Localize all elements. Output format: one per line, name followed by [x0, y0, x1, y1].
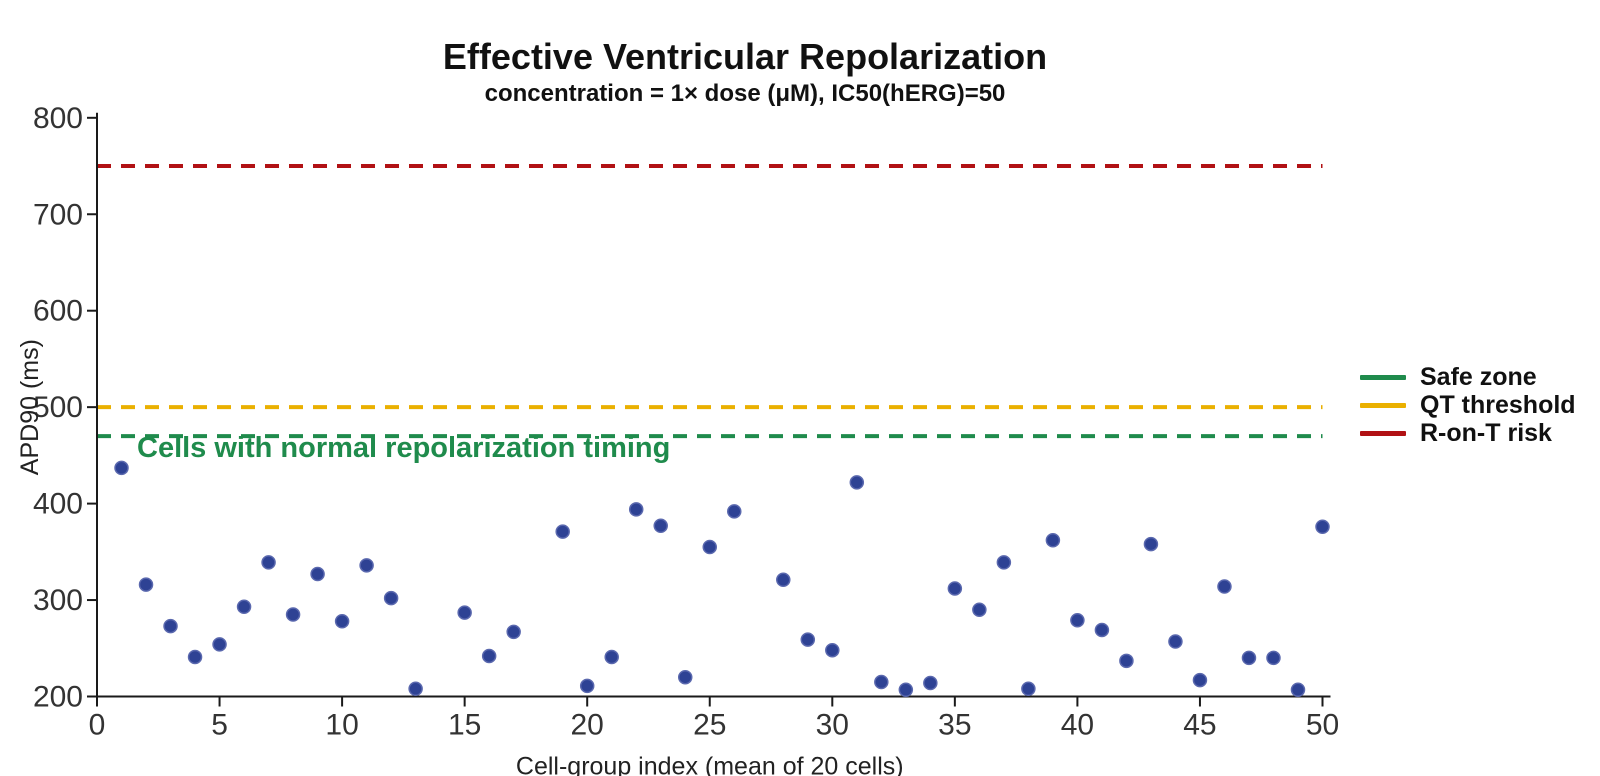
- y-tick-label: 400: [33, 488, 83, 521]
- data-point: [972, 602, 987, 617]
- y-tick-label: 200: [33, 681, 83, 714]
- legend-label-qt-threshold: QT threshold: [1420, 390, 1576, 419]
- x-axis-label: Cell-group index (mean of 20 cells): [516, 753, 904, 776]
- x-tick-label: 0: [89, 709, 106, 742]
- data-point: [579, 678, 595, 694]
- data-point: [677, 669, 693, 685]
- x-tick-label: 30: [816, 709, 849, 742]
- data-point: [285, 607, 301, 622]
- x-tick-label: 20: [571, 709, 604, 742]
- data-point: [1217, 579, 1232, 594]
- safe-zone-line-swatch: [1360, 374, 1406, 380]
- data-point: [947, 581, 963, 596]
- x-tick-label: 35: [938, 709, 971, 742]
- qt-threshold-line-swatch: [1360, 402, 1406, 408]
- x-tick-label: 5: [211, 709, 228, 742]
- data-point: [1315, 519, 1330, 534]
- data-point: [506, 624, 521, 640]
- data-point: [653, 518, 668, 534]
- x-tick-label: 15: [448, 709, 481, 742]
- data-point: [138, 577, 154, 592]
- data-point: [1192, 672, 1208, 688]
- data-point: [359, 558, 374, 573]
- y-tick-label: 500: [33, 391, 83, 424]
- data-point: [1266, 650, 1281, 666]
- x-tick-label: 25: [693, 709, 726, 742]
- data-point: [383, 590, 399, 606]
- data-point: [604, 649, 619, 665]
- axes-spines: [96, 112, 1331, 698]
- y-tick-label: 700: [33, 198, 83, 231]
- data-point: [898, 682, 914, 697]
- y-axis-label: APD90 (ms): [16, 339, 44, 475]
- data-point: [212, 637, 227, 652]
- data-point: [1094, 622, 1110, 638]
- data-point: [1045, 533, 1061, 548]
- x-tick-label: 50: [1306, 709, 1339, 742]
- data-point: [825, 642, 840, 658]
- data-point: [996, 555, 1012, 570]
- data-point: [1021, 681, 1036, 697]
- data-point: [408, 681, 423, 697]
- legend-label-r-on-t-risk: R-on-T risk: [1420, 418, 1552, 447]
- data-point: [776, 572, 791, 588]
- data-point: [334, 614, 350, 629]
- r-on-t-risk-line-swatch: [1360, 430, 1406, 436]
- legend-label-safe-zone: Safe zone: [1420, 362, 1537, 391]
- legend-row-r-on-t-risk: R-on-T risk: [1348, 419, 1576, 447]
- data-point: [310, 566, 325, 582]
- data-point: [849, 475, 865, 490]
- data-point: [261, 555, 276, 570]
- legend: Safe zone QT threshold R-on-T risk: [1348, 363, 1576, 447]
- data-point: [800, 632, 816, 647]
- data-point: [874, 674, 889, 690]
- data-point: [236, 599, 252, 615]
- data-point: [702, 539, 717, 555]
- x-tick-label: 45: [1183, 709, 1216, 742]
- data-point: [555, 524, 570, 539]
- data-point: [481, 648, 497, 664]
- y-tick-label: 600: [33, 295, 83, 328]
- data-point: [1070, 613, 1085, 628]
- data-point: [1168, 634, 1183, 649]
- x-tick-label: 10: [325, 709, 358, 742]
- data-point: [163, 618, 178, 634]
- data-point: [923, 675, 938, 691]
- legend-row-qt-threshold: QT threshold: [1348, 391, 1576, 419]
- data-point: [1119, 653, 1134, 669]
- data-point: [1143, 536, 1159, 552]
- data-point: [628, 502, 644, 517]
- y-tick-label: 800: [33, 102, 83, 135]
- x-tick-label: 40: [1061, 709, 1094, 742]
- data-point: [114, 460, 129, 476]
- data-point: [1241, 650, 1257, 666]
- data-point: [457, 605, 472, 620]
- data-point: [1290, 682, 1306, 697]
- legend-row-safe-zone: Safe zone: [1348, 363, 1576, 391]
- data-point: [727, 504, 742, 519]
- safe-zone-annotation: Cells with normal repolarization timing: [137, 432, 671, 464]
- y-tick-label: 300: [33, 584, 83, 617]
- data-point: [187, 649, 203, 665]
